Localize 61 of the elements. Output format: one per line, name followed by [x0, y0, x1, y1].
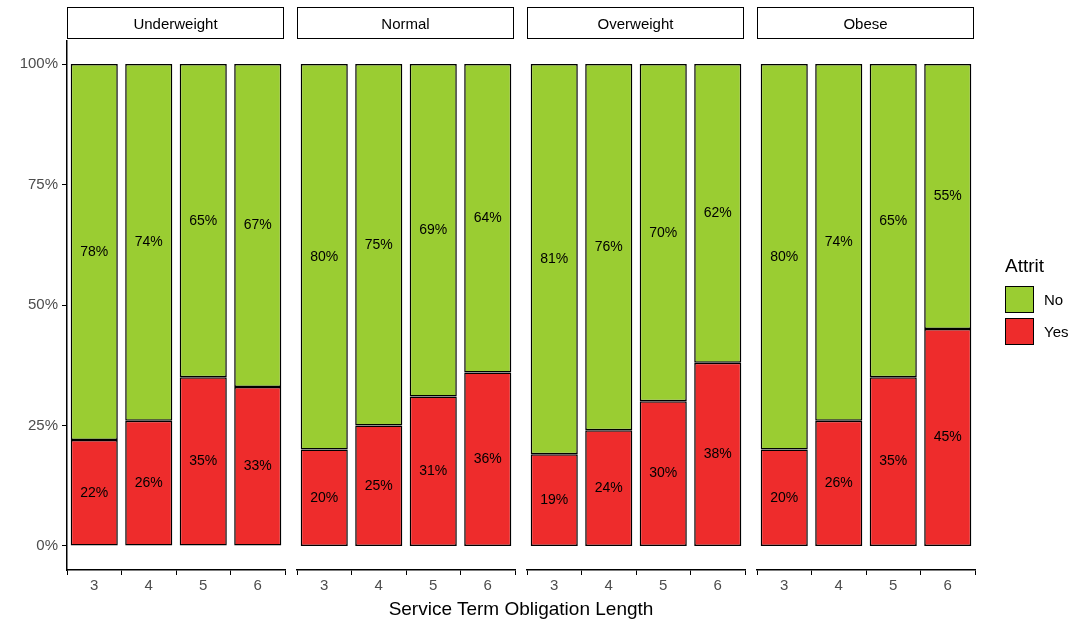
data-label: 80%	[770, 247, 799, 264]
y-tick-label: 0%	[36, 536, 58, 554]
y-tick-label: 25%	[27, 415, 58, 433]
data-label: 65%	[879, 211, 908, 228]
legend-title: Attrit	[1005, 255, 1046, 277]
data-label: 20%	[310, 488, 339, 505]
chart-title: Normal	[297, 7, 514, 39]
data-label: 75%	[364, 235, 393, 252]
x-tick-label: 4	[834, 576, 843, 594]
x-tick-label: 5	[889, 576, 898, 594]
data-label: 31%	[419, 462, 448, 479]
data-label: 25%	[364, 476, 393, 493]
chart-title: Overweight	[527, 7, 744, 39]
data-label: 36%	[473, 450, 502, 467]
data-label: 76%	[594, 238, 623, 255]
x-tick-label: 3	[90, 576, 99, 594]
data-label: 74%	[824, 233, 853, 250]
data-label: 62%	[703, 204, 732, 221]
y-tick-label: 100%	[19, 54, 58, 72]
data-label: 26%	[824, 474, 853, 491]
x-tick-label: 4	[144, 576, 153, 594]
x-axis-title: Service Term Obligation Length	[387, 598, 655, 620]
data-label: 26%	[134, 473, 163, 490]
x-tick-label: 6	[943, 576, 952, 594]
data-label: 70%	[649, 223, 678, 240]
y-tick-label: 75%	[27, 174, 58, 192]
legend-label: Yes	[1044, 322, 1069, 340]
x-tick-label: 3	[550, 576, 559, 594]
x-tick-label: 4	[374, 576, 383, 594]
x-tick-label: 5	[429, 576, 438, 594]
data-label: 80%	[310, 247, 339, 264]
x-tick-label: 3	[780, 576, 789, 594]
x-tick-label: 6	[713, 576, 722, 594]
data-label: 30%	[649, 464, 678, 481]
data-label: 65%	[189, 211, 218, 228]
data-label: 22%	[80, 483, 109, 500]
data-label: 35%	[189, 452, 218, 469]
data-label: 81%	[540, 250, 569, 267]
x-tick-label: 5	[199, 576, 208, 594]
data-label: 74%	[134, 233, 163, 250]
data-label: 24%	[594, 478, 623, 495]
x-tick-label: 3	[320, 576, 329, 594]
data-label: 33%	[243, 457, 272, 474]
data-label: 64%	[473, 209, 502, 226]
data-label: 45%	[933, 428, 962, 445]
data-label: 35%	[879, 452, 908, 469]
y-tick-label: 50%	[27, 295, 58, 313]
x-tick-label: 6	[483, 576, 492, 594]
data-label: 67%	[243, 216, 272, 233]
data-label: 19%	[540, 491, 569, 507]
chart-title: Obese	[757, 7, 974, 39]
x-tick-label: 4	[604, 576, 613, 594]
chart-title: Underweight	[67, 7, 284, 39]
data-label: 55%	[933, 187, 962, 204]
data-label: 78%	[80, 242, 109, 259]
x-tick-label: 6	[253, 576, 262, 594]
data-label: 69%	[419, 221, 448, 238]
data-label: 38%	[703, 445, 732, 462]
text: No	[1044, 290, 1064, 308]
data-label: 20%	[770, 488, 799, 505]
x-tick-label: 5	[659, 576, 668, 594]
